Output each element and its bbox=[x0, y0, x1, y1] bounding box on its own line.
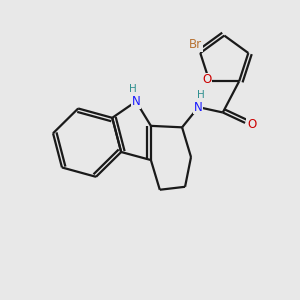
Text: O: O bbox=[247, 118, 256, 131]
Text: N: N bbox=[132, 95, 140, 108]
Text: H: H bbox=[129, 84, 137, 94]
Text: N: N bbox=[194, 100, 203, 114]
Text: Br: Br bbox=[189, 38, 203, 51]
Text: O: O bbox=[202, 73, 212, 86]
Text: H: H bbox=[197, 90, 205, 100]
